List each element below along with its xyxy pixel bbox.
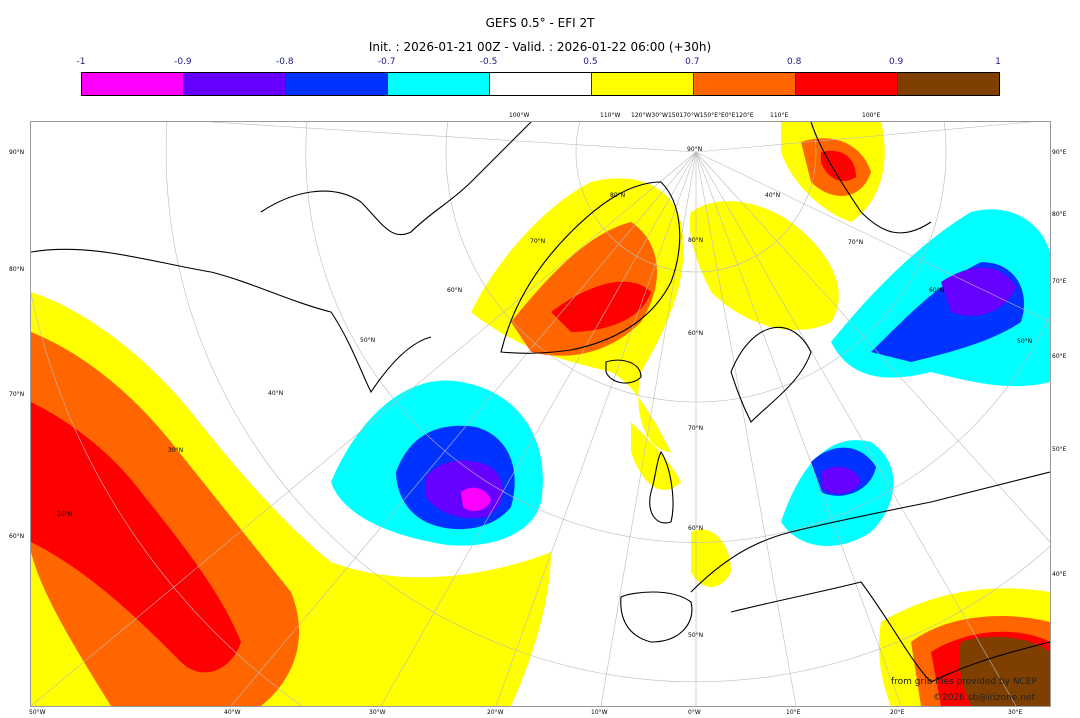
top-axis-label: 100°E	[862, 112, 881, 119]
map-title: GEFS 0.5° - EFI 2T	[485, 16, 595, 30]
latitude-label: 70°N	[848, 239, 864, 246]
colorbar-swatch	[694, 73, 796, 95]
colorbar-tick: -0.8	[275, 57, 294, 67]
colorbar-tick: -0.7	[377, 57, 396, 67]
latitude-label: 50°N	[360, 337, 376, 344]
top-axis-label: 110°E	[770, 112, 789, 119]
colorbar-swatch	[898, 73, 999, 95]
latitude-label: 60°N	[929, 287, 945, 294]
colorbar-tick: 0.8	[787, 57, 802, 67]
left-axis-label: 60°N	[9, 533, 25, 540]
efi-region	[689, 201, 839, 331]
efi-region	[461, 487, 491, 512]
latitude-label: 70°N	[688, 425, 704, 432]
bottom-axis-label: 30°W	[369, 709, 386, 716]
right-axis-label: 60°E	[1052, 353, 1067, 360]
colorbar-swatch	[796, 73, 898, 95]
top-axis-label: 100°W	[509, 112, 530, 119]
right-axis-label: 80°E	[1052, 211, 1067, 218]
top-axis-label: 120°W30°W150170°W150°E°E0°E120°E	[631, 112, 754, 119]
latitude-label: 50°N	[688, 632, 704, 639]
top-axis-label: 110°W	[600, 112, 621, 119]
colorbar-swatch	[82, 73, 184, 95]
colorbar-swatch	[592, 73, 694, 95]
efi-region	[959, 636, 1050, 706]
colorbar-swatch	[388, 73, 490, 95]
latitude-label: 50°N	[1017, 338, 1033, 345]
colorbar	[81, 72, 1000, 96]
right-axis-label: 70°E	[1052, 278, 1067, 285]
latitude-label: 90°N	[687, 146, 703, 153]
efi-region	[821, 150, 856, 182]
efi-map: from grib files provided by NCEP ©2026 s…	[30, 121, 1051, 707]
bottom-axis-label: 30°E	[1008, 709, 1023, 716]
colorbar-swatch	[286, 73, 388, 95]
colorbar-tick: 0.7	[685, 57, 700, 67]
latitude-label: 40°N	[765, 192, 781, 199]
latitude-label: 60°N	[688, 525, 704, 532]
colorbar-tick: 0.9	[888, 57, 904, 67]
left-axis-label: 80°N	[9, 266, 25, 273]
source-credit: from grib files provided by NCEP	[891, 677, 1037, 687]
right-axis-label: 40°E	[1052, 571, 1067, 578]
efi-region	[31, 332, 300, 706]
latitude-label: 30°N	[168, 447, 184, 454]
latitude-label: 40°N	[268, 390, 284, 397]
efi-region	[691, 529, 731, 587]
coastlines	[31, 122, 1050, 683]
bottom-axis-label: 20°E	[890, 709, 905, 716]
colorbar-swatch	[184, 73, 286, 95]
efi-region	[631, 422, 681, 491]
right-axis-label: 50°E	[1052, 446, 1067, 453]
efi-field	[31, 122, 1050, 706]
right-axis-label: 90°E	[1052, 149, 1067, 156]
colorbar-tick: -0.9	[174, 57, 192, 67]
bottom-axis-label: 0°W	[688, 709, 701, 716]
bottom-axis-label: 20°W	[487, 709, 504, 716]
colorbar-tick: -0.5	[479, 57, 498, 67]
bottom-axis-label: 40°W	[224, 709, 241, 716]
latitude-label: 20°N	[57, 511, 73, 518]
latitude-label: 60°N	[447, 287, 463, 294]
bottom-axis-label: 10°E	[786, 709, 801, 716]
bottom-axis-label: 10°W	[591, 709, 608, 716]
efi-region	[821, 466, 861, 494]
graticule	[31, 122, 1050, 706]
colorbar-tick: 1	[995, 57, 1001, 67]
colorbar-tick: 0.5	[583, 57, 598, 67]
map-svg	[31, 122, 1050, 706]
efi-region	[941, 267, 1016, 316]
colorbar-swatch	[490, 73, 592, 95]
copyright-credit: ©2026 sb@irizone.net	[933, 693, 1035, 703]
latitude-label: 80°N	[610, 192, 626, 199]
left-axis-label: 70°N	[9, 391, 25, 398]
efi-region	[551, 281, 651, 332]
latitude-label: 60°N	[688, 330, 704, 337]
bottom-axis-label: 50°W	[29, 709, 46, 716]
map-subtitle: Init. : 2026-01-21 00Z - Valid. : 2026-0…	[368, 40, 712, 54]
colorbar-tick: -1	[76, 57, 86, 67]
latitude-label: 70°N	[530, 238, 546, 245]
latitude-label: 80°N	[688, 237, 704, 244]
left-axis-label: 90°N	[9, 149, 25, 156]
